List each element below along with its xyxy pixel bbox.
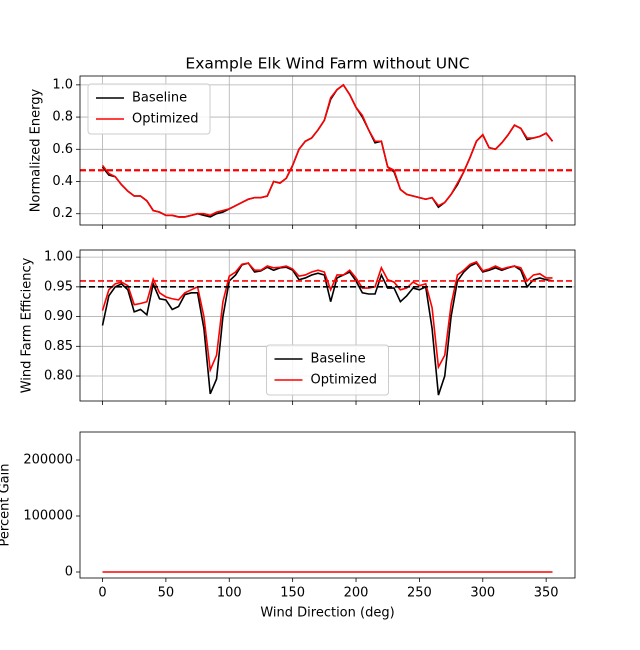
legend-label: Baseline	[132, 91, 187, 106]
y-tick-label: 100000	[23, 509, 73, 524]
x-tick-label: 150	[280, 586, 305, 601]
legend-box	[266, 344, 389, 396]
y-tick-label: 0	[65, 565, 73, 580]
x-tick-label: 100	[217, 586, 242, 601]
y-tick-label: 0.90	[44, 309, 73, 324]
y-tick-label: 1.0	[52, 77, 73, 92]
legend-label: Optimized	[132, 112, 199, 127]
legend-label: Optimized	[311, 373, 378, 388]
x-axis-label: Wind Direction (deg)	[260, 606, 394, 621]
y-tick-label: 0.95	[44, 279, 73, 294]
axes-frame	[79, 249, 576, 402]
y-axis-label: Percent Gain	[0, 464, 13, 547]
y-tick-label: 0.6	[52, 142, 73, 157]
legend-box	[87, 83, 211, 135]
y-axis-label: Wind Farm Efficiency	[20, 257, 35, 393]
legend: Baseline Optimized	[266, 344, 389, 396]
chart-title: Example Elk Wind Farm without UNC	[185, 55, 469, 73]
axes-frame	[79, 75, 576, 226]
y-tick-label: 0.85	[44, 339, 73, 354]
y-tick-label: 0.80	[44, 369, 73, 384]
y-axis-label: Normalized Energy	[29, 89, 44, 213]
legend-label: Baseline	[311, 352, 366, 367]
y-tick-label: 1.00	[44, 250, 73, 265]
x-tick-label: 200	[344, 586, 369, 601]
x-tick-label: 50	[158, 586, 175, 601]
x-tick-label: 300	[470, 586, 495, 601]
series-line	[101, 83, 554, 218]
x-tick-label: 0	[98, 586, 106, 601]
y-tick-label: 0.2	[52, 206, 73, 221]
y-tick-label: 0.4	[52, 174, 73, 189]
x-tick-label: 250	[407, 586, 432, 601]
y-tick-label: 200000	[23, 453, 73, 468]
axes-frame	[79, 431, 576, 579]
y-tick-label: 0.8	[52, 110, 73, 125]
legend: Baseline Optimized	[87, 83, 211, 135]
x-tick-label: 350	[534, 586, 559, 601]
